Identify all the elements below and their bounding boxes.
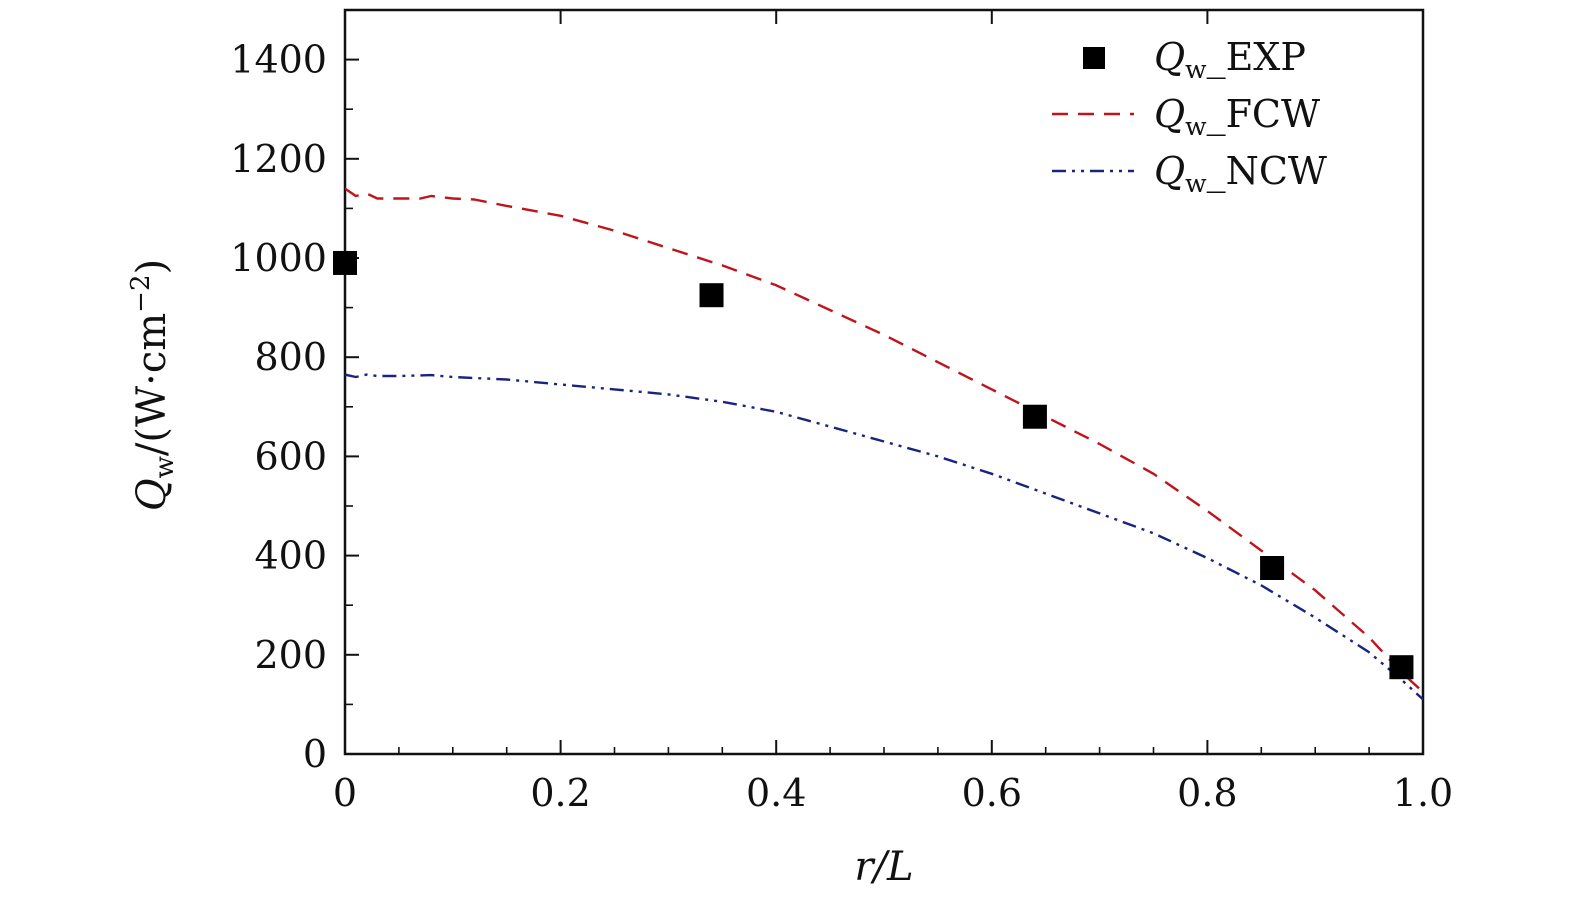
y-axis-ticks: [345, 9, 359, 755]
y-axis-tick-labels: 0 200 400 600 800 1000 1200 1400: [230, 38, 327, 776]
y-tick-label: 600: [254, 434, 327, 478]
y-axis-title-group: Qw/(W·cm−2): [126, 259, 180, 511]
y-title-unit: /(W·cm: [129, 313, 175, 456]
exp-marker: [699, 283, 724, 308]
series-layer: [345, 187, 1423, 701]
exp-marker: [333, 250, 357, 275]
x-tick-label: 0.8: [1177, 771, 1237, 815]
exp-marker: [1389, 655, 1414, 680]
y-tick-label: 0: [303, 732, 327, 776]
x-axis-title: r/L: [854, 844, 913, 890]
exp-marker: [1260, 556, 1285, 580]
exp-marker: [1022, 404, 1047, 429]
x-tick-label: 0.4: [746, 771, 806, 815]
y-title-close: ): [129, 259, 175, 275]
y-title-subscript: w: [150, 456, 180, 478]
legend-label: Qw_NCW: [1154, 149, 1327, 198]
legend-label: Qw_FCW: [1154, 92, 1320, 141]
y-title-symbol: Q: [129, 478, 175, 511]
x-tick-label: 0: [333, 771, 357, 815]
y-axis-title: Qw/(W·cm−2): [126, 259, 180, 511]
y-tick-label: 200: [254, 633, 327, 677]
y-tick-label: 400: [254, 534, 327, 578]
y-tick-label: 800: [254, 335, 327, 379]
x-axis-ticks: [344, 10, 1424, 754]
x-axis-tick-labels: 0 0.2 0.4 0.6 0.8 1.0: [333, 771, 1453, 815]
y-tick-label: 1200: [230, 137, 327, 181]
series-line-dashed: [345, 187, 1423, 693]
legend-label: Qw_EXP: [1154, 35, 1306, 84]
y-tick-label: 1000: [230, 236, 327, 280]
legend: Qw_EXP Qw_FCW Qw_NCW: [1052, 35, 1327, 198]
y-tick-label: 1400: [230, 38, 327, 82]
legend-marker: [1083, 47, 1105, 69]
y-title-exponent: −2: [126, 274, 156, 312]
marker-layer: [333, 250, 1414, 680]
x-tick-label: 0.2: [530, 771, 590, 815]
x-tick-label: 0.6: [962, 771, 1022, 815]
series-line-dash-dot-dot: [345, 373, 1423, 701]
x-tick-label: 1.0: [1393, 771, 1453, 815]
